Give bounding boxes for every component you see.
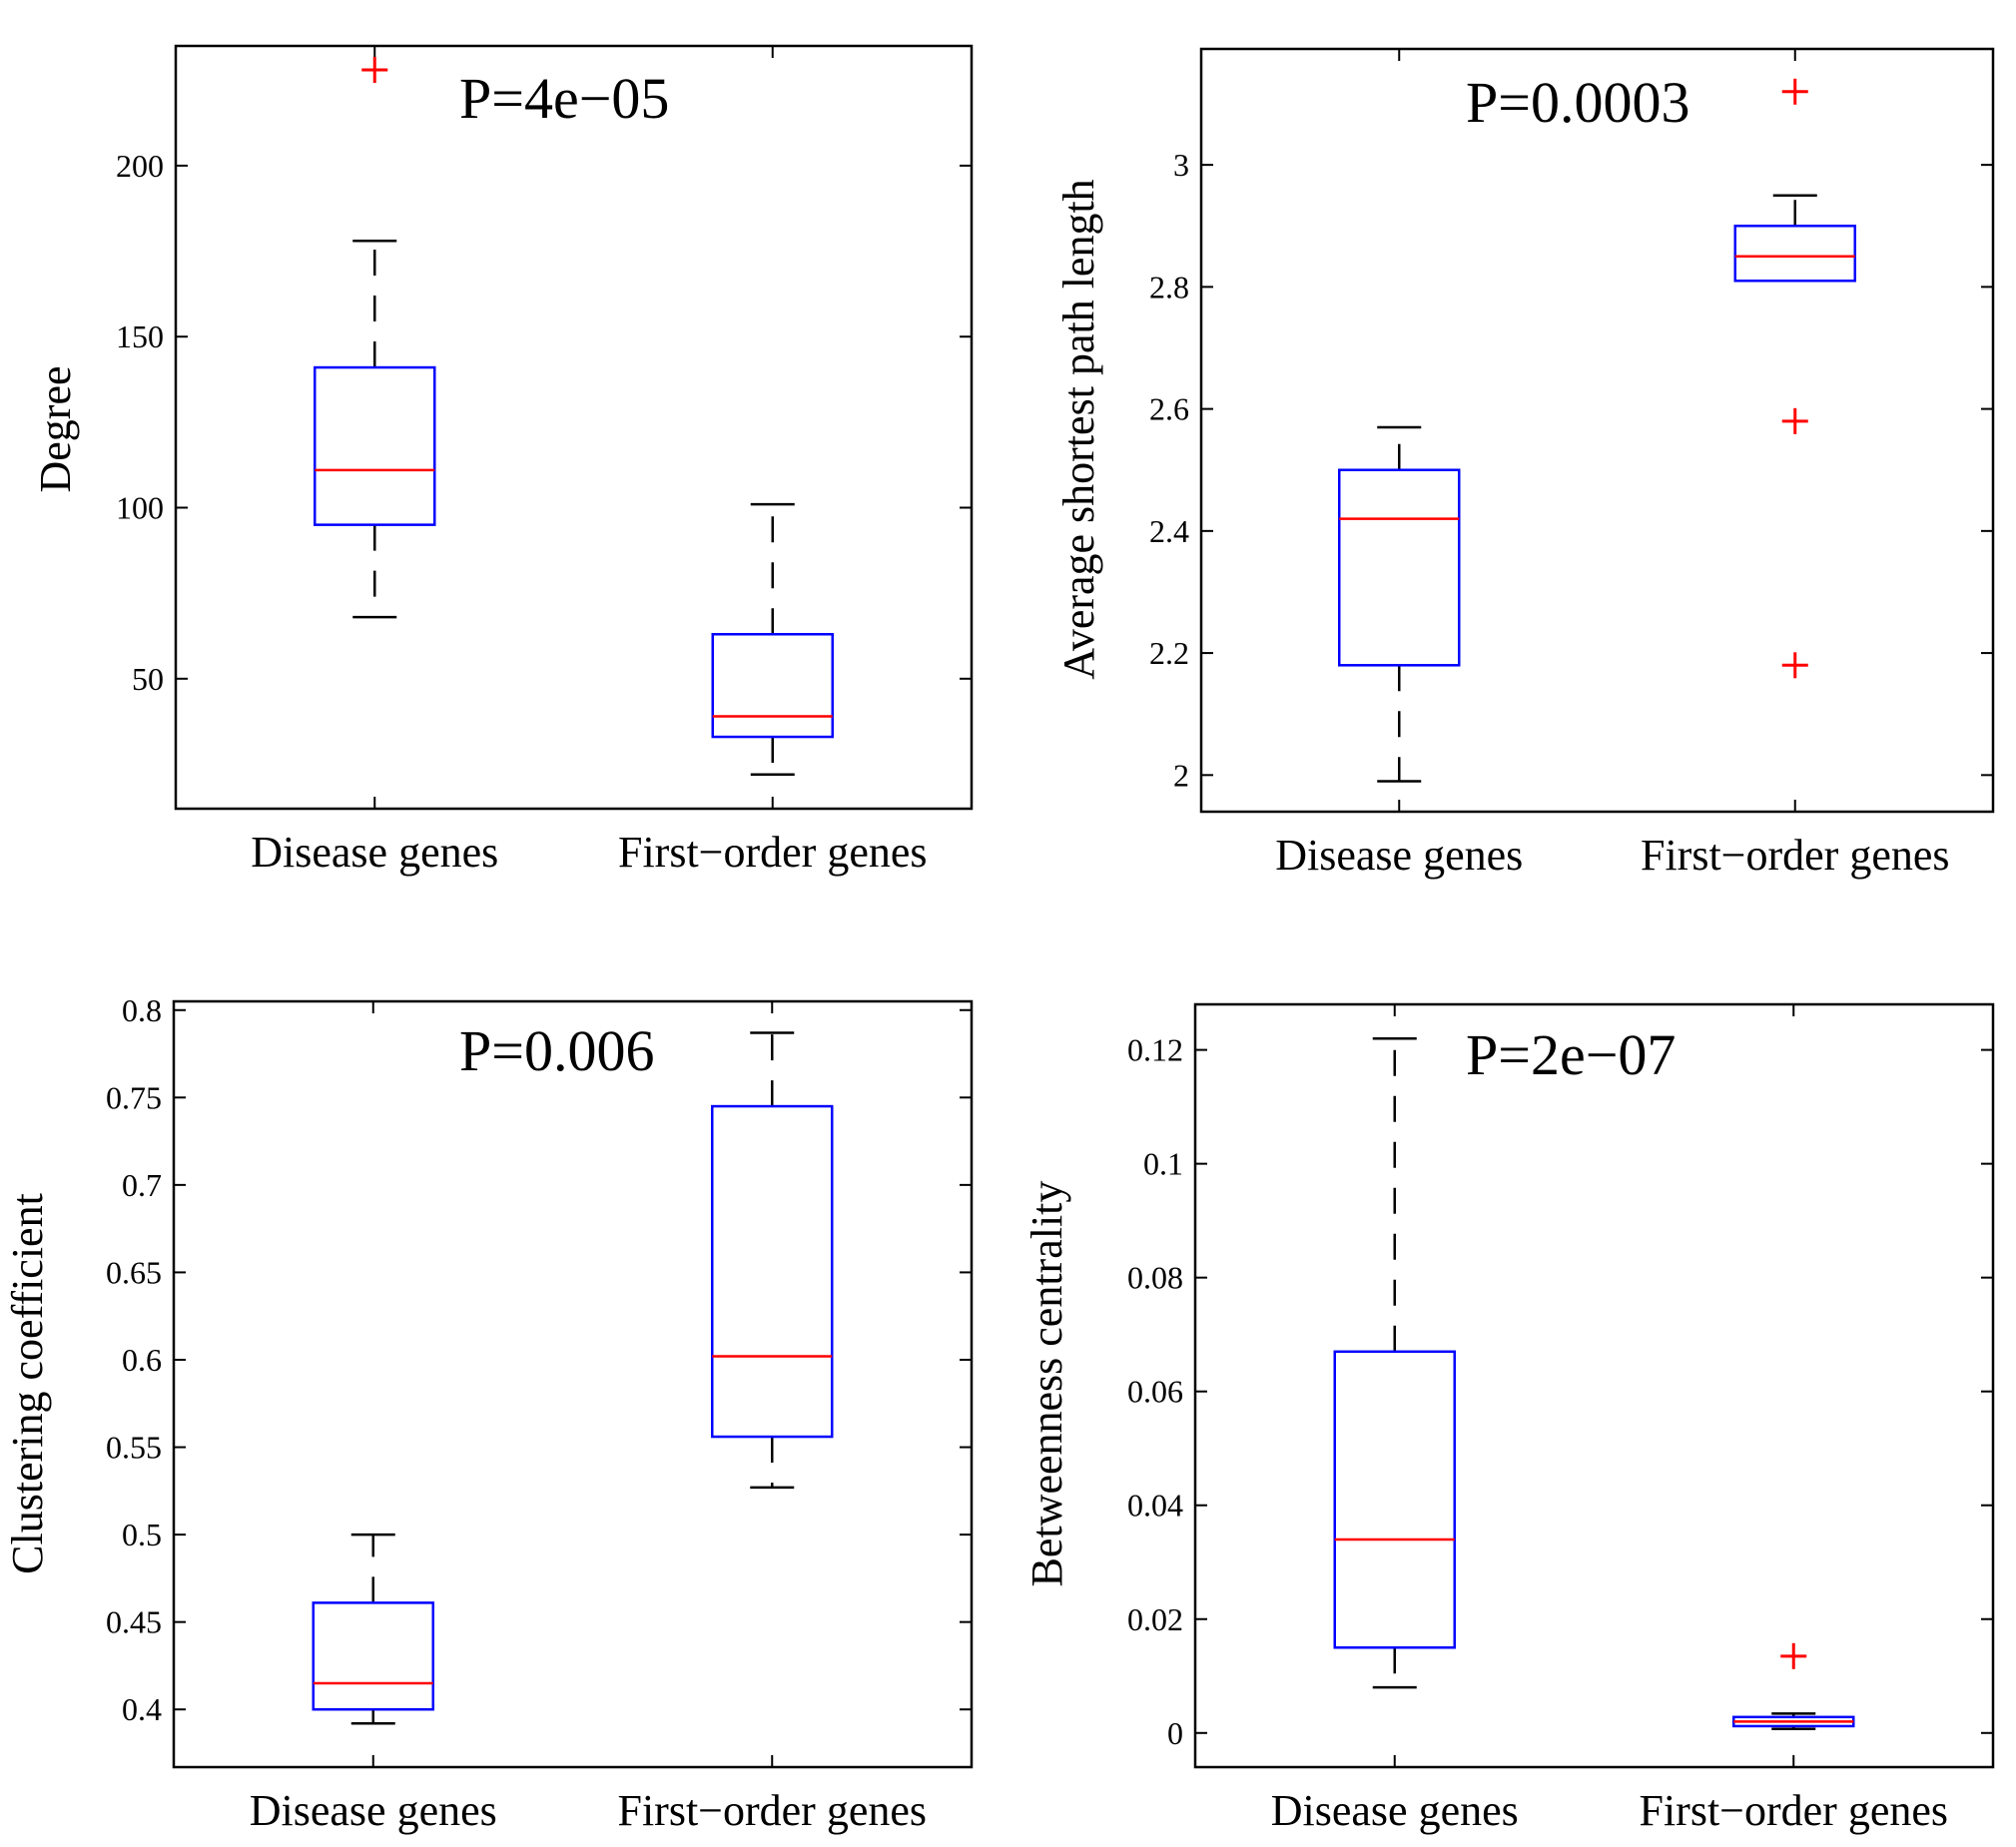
plot-frame <box>1193 1002 1995 1769</box>
y-axis-title: Clustering coefficient <box>3 1193 52 1574</box>
x-category-label: First−order genes <box>1641 831 1950 880</box>
box-1 <box>314 56 436 619</box>
box-1 <box>312 1533 434 1725</box>
y-tick-label: 50 <box>132 661 164 697</box>
y-tick-label: 0.7 <box>122 1167 162 1203</box>
y-axis-title: Average shortest path length <box>1054 179 1103 679</box>
y-tick-label: 0.04 <box>1127 1488 1183 1524</box>
x-category-label: First−order genes <box>618 828 928 877</box>
iqr-box <box>1733 224 1856 283</box>
y-tick-label: 0.4 <box>122 1691 162 1727</box>
y-tick-label: 2 <box>1173 757 1189 793</box>
box-2 <box>1733 78 1856 679</box>
box-1 <box>1338 425 1461 783</box>
iqr-box <box>711 633 834 739</box>
y-tick-label: 0.8 <box>122 992 162 1028</box>
y-tick-label: 2.4 <box>1149 513 1189 549</box>
y-tick-label: 0.08 <box>1127 1260 1183 1296</box>
y-tick-label: 0.65 <box>106 1254 162 1290</box>
y-tick-label: 2.2 <box>1149 635 1189 671</box>
y-tick-label: 0.45 <box>106 1604 162 1640</box>
y-tick-label: 0.1 <box>1143 1146 1183 1182</box>
y-tick-label: 2.6 <box>1149 391 1189 427</box>
p-value-annotation: P=0.0003 <box>1466 70 1689 135</box>
y-tick-label: 0 <box>1167 1715 1183 1751</box>
iqr-box <box>711 1104 834 1439</box>
box-1 <box>1333 1036 1456 1689</box>
outlier-marker <box>1781 652 1808 679</box>
outlier-marker <box>1781 407 1808 434</box>
y-tick-label: 0.75 <box>106 1079 162 1115</box>
y-tick-label: 0.6 <box>122 1342 162 1378</box>
outlier-marker <box>1780 1642 1807 1669</box>
x-category-label: Disease genes <box>251 828 498 877</box>
plot-frame <box>1199 47 1995 814</box>
iqr-box <box>314 365 436 526</box>
y-tick-label: 0.12 <box>1127 1032 1183 1068</box>
chart-panel-2: 2 2.2 2.4 2.6 2.8 3 Disease genes First−order g… <box>1054 47 1995 880</box>
y-tick-label: 2.8 <box>1149 269 1189 305</box>
y-tick-label: 150 <box>116 318 164 354</box>
box-2 <box>711 502 834 776</box>
x-category-label: Disease genes <box>250 1786 497 1835</box>
box-2 <box>1732 1642 1855 1731</box>
chart-panel-1: 50 100 150 200 Disease genes First−order gene… <box>31 44 974 877</box>
iqr-box <box>312 1601 434 1711</box>
chart-panel-3: 0.4 0.45 0.5 0.55 0.6 0.65 0.7 0.75 0.8 Disease g… <box>3 992 974 1835</box>
outlier-marker <box>1781 78 1808 105</box>
y-tick-label: 0.02 <box>1127 1601 1183 1637</box>
p-value-annotation: P=2e−07 <box>1466 1022 1676 1087</box>
y-tick-label: 3 <box>1173 147 1189 183</box>
iqr-box <box>1338 468 1461 667</box>
x-category-label: First−order genes <box>1639 1786 1948 1835</box>
x-category-label: Disease genes <box>1271 1786 1519 1835</box>
x-category-label: First−order genes <box>617 1786 927 1835</box>
y-tick-label: 100 <box>116 490 164 526</box>
plot-frame <box>172 999 974 1769</box>
box-2 <box>711 1031 834 1490</box>
y-tick-label: 0.06 <box>1127 1374 1183 1410</box>
y-tick-label: 0.5 <box>122 1517 162 1552</box>
y-axis-title: Betweenness centrality <box>1022 1181 1071 1587</box>
y-tick-label: 0.55 <box>106 1430 162 1466</box>
plot-frame <box>174 44 974 811</box>
outlier-marker <box>361 56 388 83</box>
x-category-label: Disease genes <box>1275 831 1523 880</box>
chart-panel-4: 0 0.02 0.04 0.06 0.08 0.1 0.12 Disease genes Fir… <box>1022 1002 1995 1835</box>
p-value-annotation: P=0.006 <box>459 1018 654 1083</box>
iqr-box <box>1333 1350 1456 1649</box>
y-tick-label: 200 <box>116 148 164 184</box>
y-axis-title: Degree <box>31 365 80 492</box>
p-value-annotation: P=4e−05 <box>459 66 669 131</box>
